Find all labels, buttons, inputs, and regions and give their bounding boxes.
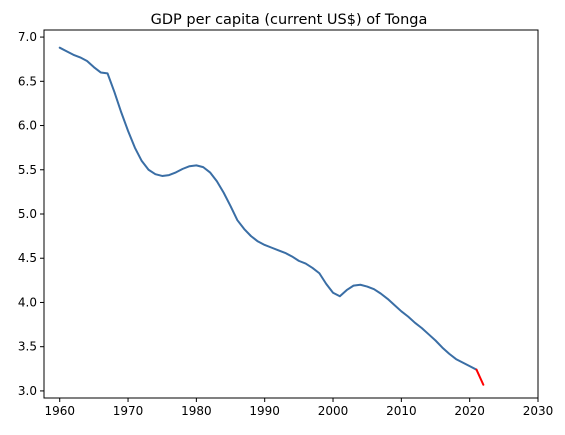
y-tick-label: 4.5 [18, 251, 37, 265]
series-layer [58, 46, 485, 386]
x-tick-label: 1960 [44, 404, 75, 418]
y-tick-label: 3.5 [18, 340, 37, 354]
y-tick-label: 5.5 [18, 163, 37, 177]
x-tick-label: 2000 [318, 404, 349, 418]
series-line-0 [58, 46, 478, 371]
x-tick-label: 1980 [181, 404, 212, 418]
y-tick-label: 5.0 [18, 207, 37, 221]
x-tick-label: 1990 [249, 404, 280, 418]
x-tick-label: 2030 [523, 404, 554, 418]
plot-frame [43, 29, 539, 399]
axes-layer: 1960 1970 1980 1990 2000 2010 2020 2030 3.0 3.5 4.… [18, 29, 554, 418]
x-tick-label: 2010 [386, 404, 417, 418]
y-tick-label: 3.0 [18, 384, 37, 398]
x-tick-label: 2020 [454, 404, 485, 418]
y-tick-label: 6.5 [18, 74, 37, 88]
series-line-1 [475, 368, 485, 386]
x-tick-label: 1970 [113, 404, 144, 418]
chart-title: GDP per capita (current US$) of Tonga [151, 12, 428, 28]
y-tick-label: 4.0 [18, 295, 37, 309]
y-tick-label: 6.0 [18, 119, 37, 133]
y-tick-label: 7.0 [18, 30, 37, 44]
